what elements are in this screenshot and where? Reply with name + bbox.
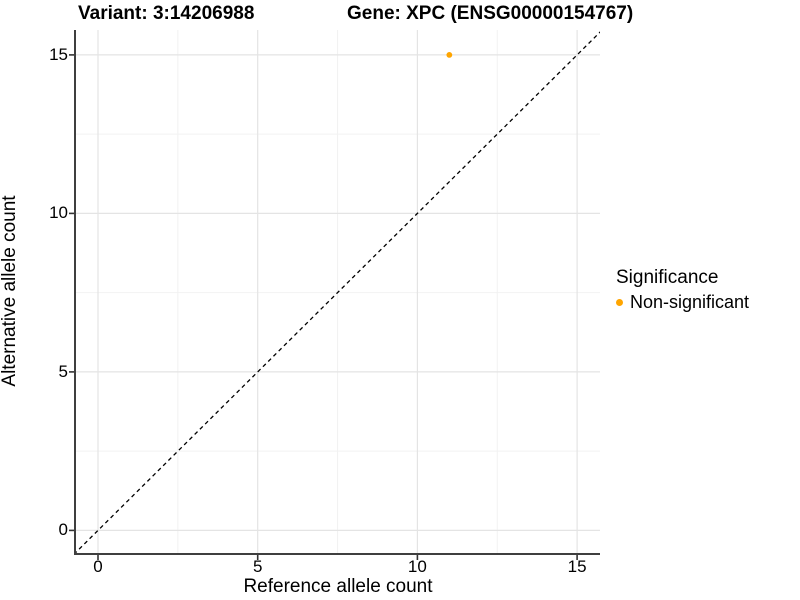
x-axis-title: Reference allele count [243, 576, 433, 597]
legend-item-label: Non-significant [630, 292, 750, 312]
plot-title-gene: Gene: XPC (ENSG00000154767) [347, 3, 634, 24]
x-tick-label: 15 [567, 557, 587, 576]
y-tick-label: 15 [49, 44, 68, 64]
y-axis-title: Alternative allele count [0, 195, 20, 387]
x-tick-label: 0 [93, 557, 103, 576]
legend-item-non-significant: Non-significant [616, 291, 749, 313]
legend-title: Significance [616, 267, 719, 288]
x-tick-label: 10 [407, 557, 427, 576]
y-tick-label: 5 [58, 361, 68, 381]
data-point [446, 52, 453, 58]
y-tick-label: 10 [49, 203, 68, 223]
plot-title-variant: Variant: 3:14206988 [78, 3, 255, 24]
legend: Significance Non-significant [616, 266, 749, 313]
identity-line [76, 31, 600, 553]
x-tick-label: 5 [252, 557, 263, 576]
legend-point-icon [616, 298, 623, 306]
y-tick-label: 0 [58, 520, 68, 540]
